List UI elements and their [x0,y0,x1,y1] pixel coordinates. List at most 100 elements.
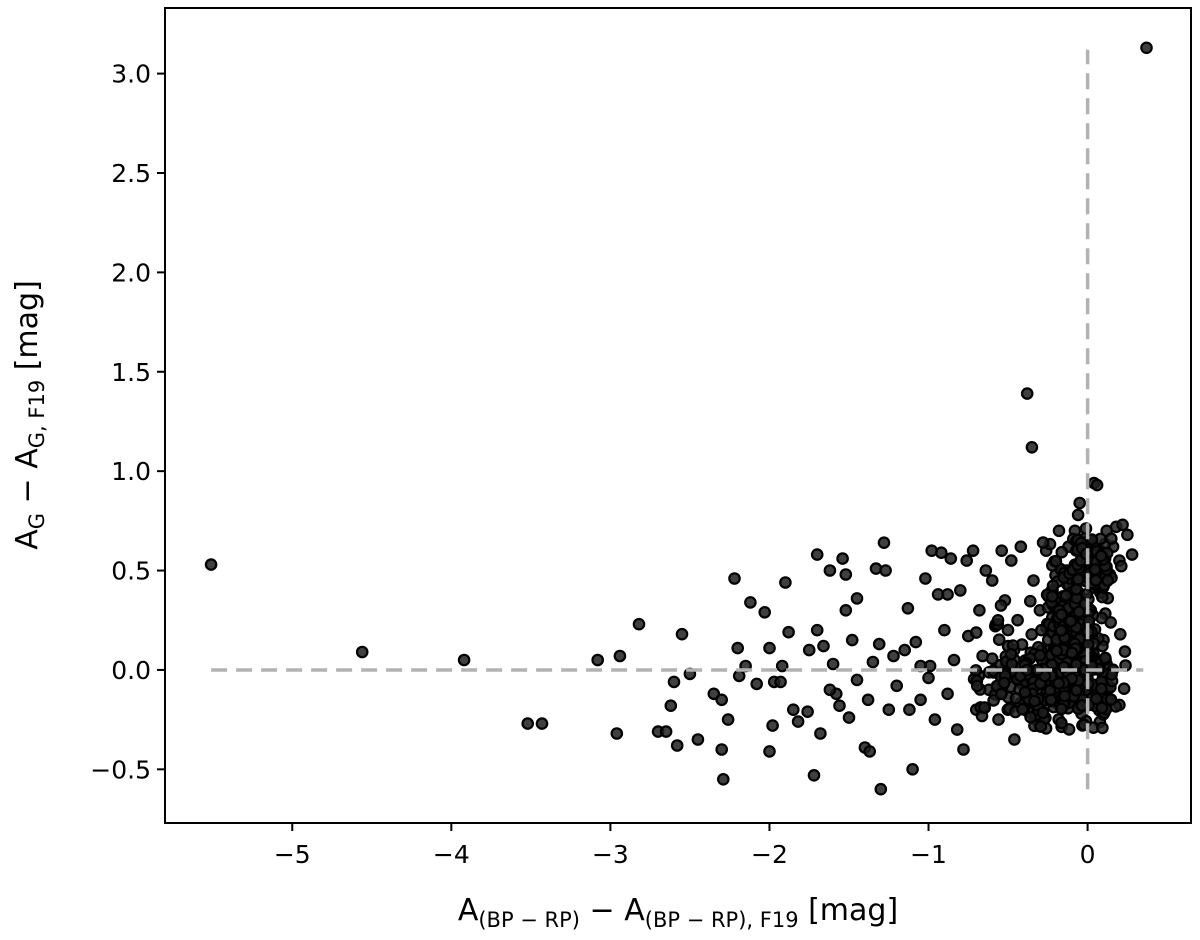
data-point [826,657,840,671]
x-axis-label: A(BP − RP) − A(BP − RP), F19 [mag] [458,893,898,932]
x-tick-label: 0 [1080,840,1096,869]
data-point [807,768,821,782]
data-point [1049,554,1063,568]
data-point [763,641,776,655]
data-point [850,673,864,687]
data-point [591,653,604,667]
y-tick-label: 0.5 [111,557,151,586]
data-point [763,745,776,758]
data-point [786,703,800,716]
data-point [947,653,961,667]
data-point [994,687,1008,701]
data-point [715,693,728,707]
data-point [872,637,886,651]
data-point [1088,563,1102,576]
data-points [204,41,1153,796]
data-point [879,564,892,577]
data-point [1046,590,1059,603]
data-point [779,576,792,589]
y-tick-label: 2.0 [111,258,151,287]
data-point [1070,683,1083,697]
data-point [728,572,741,585]
x-tick-label: −3 [592,840,629,869]
data-point [1064,614,1078,628]
data-point [1073,496,1086,510]
data-point [957,743,970,756]
data-point [801,705,814,718]
data-point [782,625,795,639]
data-point [521,717,534,730]
data-point [991,613,1005,627]
data-point [814,727,827,740]
data-point [874,782,888,796]
data-point [1059,589,1073,602]
data-point [1055,608,1068,621]
data-point [1050,644,1063,658]
data-point [985,574,999,587]
y-tick-label: 1.5 [111,358,151,387]
y-tick-label: 2.5 [111,159,151,188]
data-point [903,703,916,716]
data-point [791,715,805,728]
x-tick-label: −5 [274,840,311,869]
data-point [909,635,923,649]
data-point [774,675,787,689]
data-point [1117,682,1131,695]
data-point [934,546,948,559]
data-point [744,596,757,609]
data-point [914,693,927,707]
y-tick-label: 0.0 [111,656,151,685]
data-point [613,649,627,663]
data-point [1055,545,1069,559]
data-point [721,713,735,726]
data-point [979,564,993,577]
data-point [1011,613,1024,627]
data-point [1115,559,1128,573]
data-point [919,572,932,585]
data-point [775,659,789,673]
data-point [1070,583,1083,596]
data-point [977,701,991,714]
data-point [969,626,983,639]
data-point [1016,702,1029,716]
x-tick-label: −4 [433,840,470,869]
data-point [1014,540,1028,553]
data-point [1116,518,1129,532]
data-point [1035,623,1048,637]
data-point [1140,41,1153,55]
data-point [1025,440,1039,454]
data-point [866,655,880,669]
data-point [758,605,771,619]
data-point [1055,702,1068,716]
data-point [970,679,984,693]
data-point [938,623,951,637]
data-point [863,745,876,758]
data-point [887,649,900,663]
data-point [1080,587,1094,601]
data-point [877,536,891,549]
data-point [1069,658,1083,671]
data-point [1090,478,1104,492]
data-point [1095,682,1108,695]
data-point [842,711,856,724]
data-point [802,643,816,657]
data-point [731,641,744,655]
data-point [1004,647,1018,661]
y-axis-label: AG − AG, F19 [mag] [10,280,49,550]
data-point [1055,716,1068,730]
data-point [1099,651,1112,665]
x-axis-ticks: −5 −4 −3 −2 −1 0 [274,823,1096,869]
data-point [950,723,964,736]
data-point [1075,699,1089,712]
data-point [833,699,846,712]
data-point [750,677,763,691]
data-point [1027,574,1040,587]
x-tick-label: −1 [910,840,947,869]
data-point [1095,701,1109,715]
data-point [839,568,853,581]
data-point [850,592,864,605]
data-point [997,676,1011,690]
data-point [675,627,689,641]
data-point [966,544,980,557]
